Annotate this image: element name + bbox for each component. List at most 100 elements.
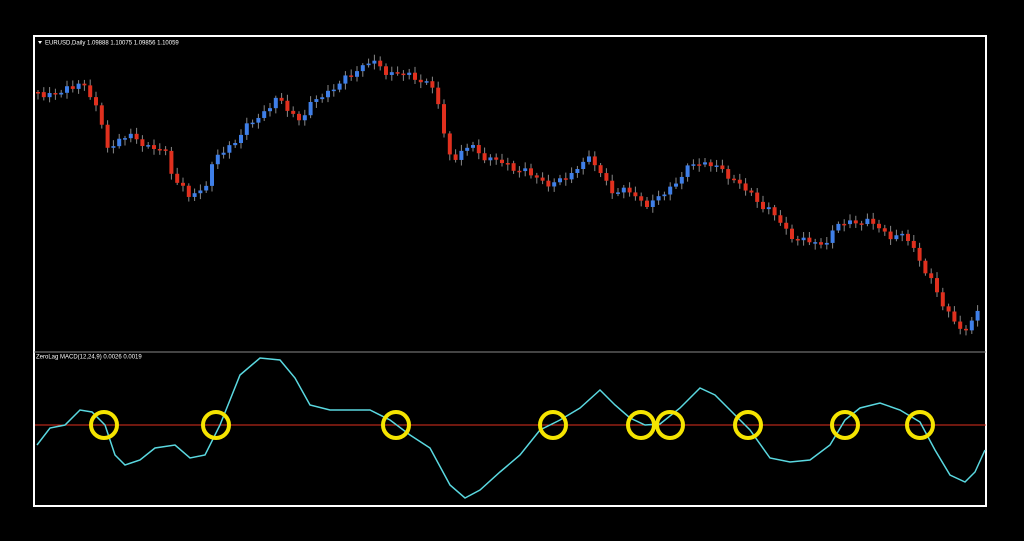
candle-body: [163, 149, 168, 151]
chart-frame: [33, 35, 987, 507]
candle-body: [169, 150, 174, 174]
candle-body: [111, 146, 116, 148]
candle-body: [935, 278, 939, 293]
candle-body: [424, 81, 429, 83]
candle-body: [99, 105, 104, 125]
candle-body: [244, 123, 249, 135]
candle-body: [181, 182, 185, 186]
candle-body: [587, 156, 591, 162]
candle-body: [772, 207, 777, 216]
candle-body: [320, 97, 325, 100]
candle-body: [703, 162, 707, 165]
candle-body: [668, 186, 673, 195]
candle-body: [790, 228, 794, 239]
candle-body: [558, 178, 562, 183]
crossing-circle: [830, 410, 860, 440]
candle-body: [534, 175, 539, 178]
candle-body: [488, 157, 493, 161]
candle-body: [459, 150, 464, 160]
crossing-circle: [905, 410, 935, 440]
candle-body: [952, 311, 957, 322]
candle-body: [291, 110, 296, 114]
candle-body: [923, 260, 928, 274]
candle-body: [761, 201, 765, 210]
candle-body: [621, 187, 626, 193]
candle-body: [210, 164, 214, 186]
candle-body: [413, 72, 417, 80]
candle-body: [679, 176, 684, 184]
candle-body: [140, 139, 145, 147]
candle-body: [152, 145, 156, 149]
candle-body: [372, 60, 377, 64]
candle-body: [297, 113, 301, 121]
candle-body: [505, 163, 510, 165]
candle-body: [813, 242, 818, 244]
candle-body: [94, 97, 98, 106]
candle-body: [146, 145, 151, 147]
candle-body: [117, 138, 122, 147]
candle-body: [784, 222, 789, 229]
candle-body: [656, 196, 661, 201]
candle-body: [639, 196, 644, 201]
candle-body: [88, 85, 93, 98]
candle-body: [360, 65, 365, 72]
candle-body: [384, 66, 388, 75]
candle-body: [494, 157, 499, 160]
candle-body: [882, 228, 887, 232]
candle-body: [929, 273, 934, 279]
candle-body: [552, 182, 557, 187]
candle-body: [795, 238, 800, 241]
candle-body: [436, 87, 441, 105]
candle-body: [105, 124, 110, 148]
candle-body: [204, 185, 209, 191]
macd-line: [36, 357, 986, 499]
candle-body: [819, 242, 823, 245]
candle-body: [36, 92, 40, 94]
candle-body: [975, 310, 980, 321]
candle-body: [888, 231, 893, 240]
candle-body: [749, 190, 754, 193]
candle-body: [308, 101, 313, 116]
candle-body: [546, 180, 551, 187]
indicator-panel-label: ZeroLag MACD(12,24,9) 0.0026 0.0019: [36, 355, 142, 361]
candle-body: [233, 143, 238, 146]
candle-body: [581, 161, 586, 170]
crossing-circle: [626, 410, 656, 440]
candle-body: [645, 200, 649, 207]
candle-body: [378, 60, 383, 67]
crossing-circle: [381, 410, 411, 440]
candle-body: [569, 172, 574, 180]
candle-body: [47, 93, 52, 98]
candle-body: [627, 187, 632, 193]
crossing-circle: [655, 410, 685, 440]
candle-body: [41, 92, 46, 98]
candle-body: [366, 63, 371, 66]
candle-body: [911, 240, 916, 248]
candle-body: [720, 165, 725, 170]
price-panel-label: EURUSD,Daily 1.09888 1.10075 1.09856 1.1…: [45, 41, 179, 47]
candle-body: [540, 177, 545, 181]
collapse-arrow: [38, 41, 42, 44]
candle-body: [737, 179, 742, 184]
candle-body: [755, 192, 760, 202]
crossing-circle: [89, 410, 119, 440]
candle-body: [946, 306, 951, 312]
candle-body: [123, 138, 127, 140]
candle-body: [726, 169, 731, 179]
crossing-circle: [733, 410, 763, 440]
candle-body: [917, 247, 922, 261]
candle-body: [355, 71, 359, 77]
crossing-circle: [201, 410, 231, 440]
candle-body: [853, 220, 858, 224]
candle-body: [401, 73, 406, 76]
candle-body: [743, 183, 748, 191]
candle-body: [940, 292, 945, 307]
candle-body: [865, 218, 870, 225]
candle-body: [273, 97, 278, 109]
candle-body: [157, 148, 162, 151]
candle-body: [964, 328, 968, 331]
candle-body: [778, 215, 783, 223]
crossing-circle: [538, 410, 568, 440]
crossing-markers: [89, 410, 935, 440]
